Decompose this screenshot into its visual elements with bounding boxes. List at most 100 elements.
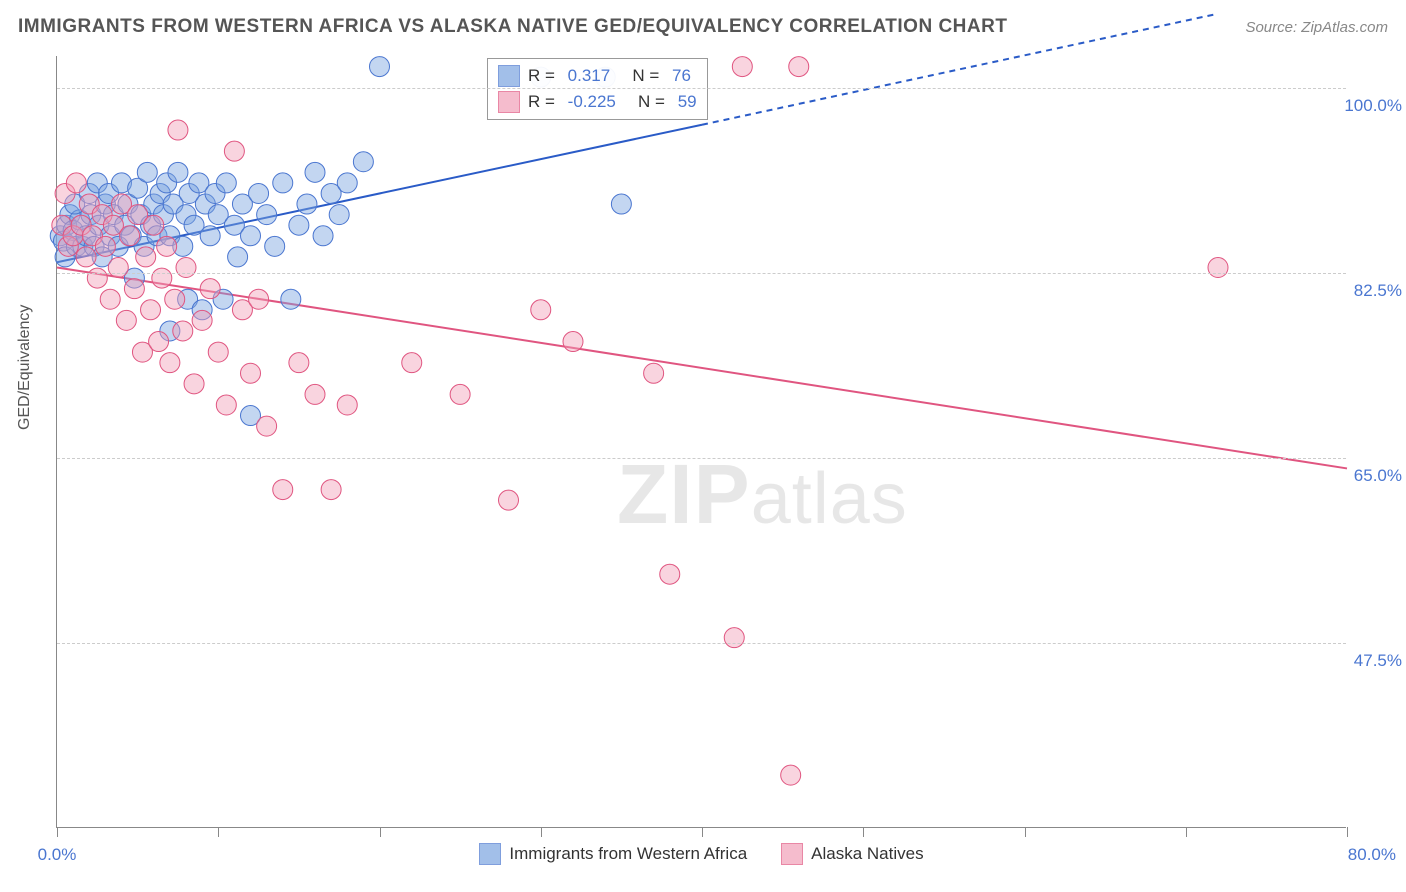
- data-point: [402, 353, 422, 373]
- data-point: [249, 289, 269, 309]
- data-point: [116, 310, 136, 330]
- x-tick: [863, 827, 864, 837]
- legend-text: 0.317: [568, 66, 611, 86]
- legend-text: N =: [618, 66, 664, 86]
- legend-item: Immigrants from Western Africa: [479, 843, 747, 865]
- data-point: [329, 205, 349, 225]
- data-point: [76, 247, 96, 267]
- data-point: [289, 215, 309, 235]
- legend-item: Alaska Natives: [781, 843, 923, 865]
- y-tick-label: 82.5%: [1354, 281, 1402, 301]
- plot-area: R = 0.317 N = 76R = -0.225 N = 59 ZIPatl…: [56, 56, 1346, 828]
- scatter-chart-svg: [57, 56, 1346, 827]
- gridline-h: [57, 458, 1346, 459]
- data-point: [184, 374, 204, 394]
- data-point: [200, 226, 220, 246]
- x-tick: [1025, 827, 1026, 837]
- data-point: [144, 215, 164, 235]
- data-point: [149, 332, 169, 352]
- legend-text: 76: [672, 66, 691, 86]
- legend-text: -0.225: [568, 92, 616, 112]
- data-point: [241, 226, 261, 246]
- data-point: [216, 173, 236, 193]
- data-point: [781, 765, 801, 785]
- data-point: [450, 384, 470, 404]
- data-point: [168, 162, 188, 182]
- data-point: [108, 258, 128, 278]
- data-point: [370, 57, 390, 77]
- data-point: [173, 321, 193, 341]
- data-point: [216, 395, 236, 415]
- series-legend: Immigrants from Western Africa Alaska Nat…: [57, 843, 1346, 865]
- legend-text: N =: [624, 92, 670, 112]
- data-point: [224, 141, 244, 161]
- data-point: [152, 268, 172, 288]
- data-point: [265, 236, 285, 256]
- data-point: [499, 490, 519, 510]
- data-point: [241, 363, 261, 383]
- data-point: [1208, 258, 1228, 278]
- source-attribution: Source: ZipAtlas.com: [1245, 19, 1388, 36]
- gridline-h: [57, 88, 1346, 89]
- data-point: [168, 120, 188, 140]
- correlation-legend: R = 0.317 N = 76R = -0.225 N = 59: [487, 58, 708, 120]
- data-point: [157, 236, 177, 256]
- data-point: [165, 289, 185, 309]
- data-point: [337, 395, 357, 415]
- data-point: [660, 564, 680, 584]
- data-point: [124, 279, 144, 299]
- data-point: [273, 173, 293, 193]
- data-point: [321, 480, 341, 500]
- data-point: [273, 480, 293, 500]
- data-point: [337, 173, 357, 193]
- chart-title: IMMIGRANTS FROM WESTERN AFRICA VS ALASKA…: [18, 16, 1007, 38]
- data-point: [281, 289, 301, 309]
- data-point: [160, 353, 180, 373]
- data-point: [100, 289, 120, 309]
- legend-text: R =: [528, 92, 560, 112]
- x-tick: [1347, 827, 1348, 837]
- legend-swatch: [498, 65, 520, 87]
- legend-text: R =: [528, 66, 560, 86]
- legend-row: R = -0.225 N = 59: [498, 89, 697, 115]
- data-point: [732, 57, 752, 77]
- data-point: [289, 353, 309, 373]
- data-point: [724, 628, 744, 648]
- gridline-h: [57, 273, 1346, 274]
- legend-swatch: [781, 843, 803, 865]
- data-point: [200, 279, 220, 299]
- y-axis-label: GED/Equivalency: [16, 305, 34, 430]
- y-tick-label: 47.5%: [1354, 651, 1402, 671]
- legend-text: 59: [678, 92, 697, 112]
- x-tick: [541, 827, 542, 837]
- data-point: [353, 152, 373, 172]
- data-point: [531, 300, 551, 320]
- x-tick: [380, 827, 381, 837]
- data-point: [789, 57, 809, 77]
- legend-label: Alaska Natives: [811, 844, 923, 864]
- legend-row: R = 0.317 N = 76: [498, 63, 697, 89]
- data-point: [611, 194, 631, 214]
- data-point: [644, 363, 664, 383]
- data-point: [228, 247, 248, 267]
- x-tick: [57, 827, 58, 837]
- y-tick-label: 100.0%: [1344, 96, 1402, 116]
- data-point: [208, 342, 228, 362]
- x-tick-label: 80.0%: [1348, 845, 1396, 865]
- data-point: [192, 310, 212, 330]
- x-tick: [1186, 827, 1187, 837]
- data-point: [136, 247, 156, 267]
- data-point: [305, 162, 325, 182]
- data-point: [176, 258, 196, 278]
- data-point: [257, 416, 277, 436]
- legend-swatch: [498, 91, 520, 113]
- data-point: [257, 205, 277, 225]
- data-point: [305, 384, 325, 404]
- data-point: [313, 226, 333, 246]
- data-point: [249, 183, 269, 203]
- data-point: [66, 173, 86, 193]
- gridline-h: [57, 643, 1346, 644]
- data-point: [95, 236, 115, 256]
- data-point: [563, 332, 583, 352]
- legend-label: Immigrants from Western Africa: [509, 844, 747, 864]
